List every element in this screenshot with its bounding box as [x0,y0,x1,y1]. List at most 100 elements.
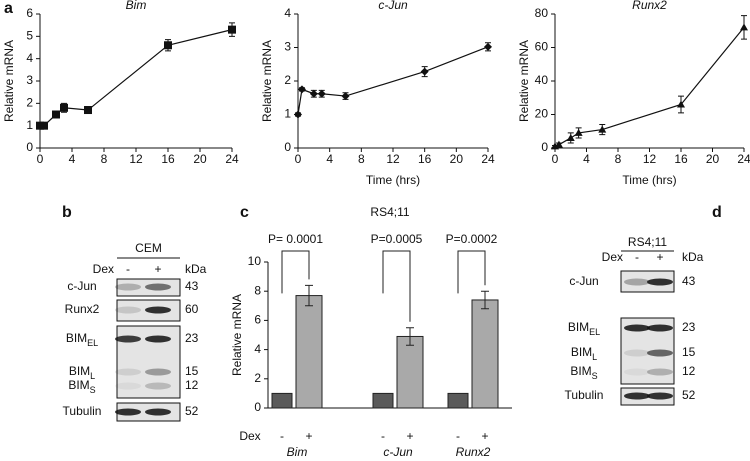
data-line [40,29,233,127]
panel-label: c [240,204,249,221]
band [624,324,650,332]
chart-title: RS4;11 [370,205,409,219]
kda-label: 15 [185,364,199,378]
protein-subscript: EL [589,327,600,337]
protein-subscript: S [592,371,598,381]
y-tick-label: 80 [535,6,549,20]
x-tick-label: 8 [615,152,622,166]
y-tick-label: 0 [26,140,33,154]
unit-label: kDa [185,262,207,276]
unit-label: kDa [682,250,704,264]
y-tick-label: 6 [254,313,261,327]
protein-name: c-Jun [67,279,96,293]
lane-label: + [656,250,663,264]
marker [574,128,583,136]
band [145,283,171,291]
protein-label: c-Jun [67,279,96,293]
y-tick-label: 2 [26,96,33,110]
x-tick-label: Runx2 [456,445,491,459]
treatment-label: Dex [602,250,623,264]
x-tick-label: 12 [129,152,143,166]
y-axis-label: Relative mRNA [230,294,244,376]
bar [447,392,469,409]
error-bar [305,284,313,307]
y-tick-label: 4 [254,342,261,356]
x-tick-label: 0 [295,152,302,166]
protein-label: Runx2 [65,302,100,316]
legend-label: - [280,429,284,443]
protein-label: BIML [571,345,597,362]
marker [598,125,607,133]
marker [554,140,563,148]
marker [740,23,748,31]
kda-label: 12 [682,364,696,378]
x-tick-label: 4 [326,152,333,166]
x-axis-label: Time (hrs) [622,173,676,187]
marker [420,67,429,76]
protein-label: Tubulin [565,388,604,402]
y-tick-label: 60 [535,40,549,54]
band [647,392,673,400]
marker [566,133,575,141]
bar [372,392,394,409]
kda-label: 15 [682,345,696,359]
kda-label: 43 [185,279,199,293]
x-tick-label: 24 [225,152,239,166]
bar [271,392,293,409]
protein-label: BIMEL [66,331,98,348]
protein-name: BIM [69,364,90,378]
x-tick-label: 8 [101,152,108,166]
x-tick-label: 0 [552,152,559,166]
x-tick-label: 12 [386,152,400,166]
band [115,335,141,343]
kda-label: 23 [682,320,696,334]
annotation: P= 0.0001 [268,232,323,246]
protein-subscript: S [90,385,96,395]
x-tick-label: 0 [37,152,44,166]
band [115,306,141,314]
band [624,278,650,286]
x-axis-label: Time (hrs) [366,173,420,187]
protein-label: BIMS [570,364,597,381]
x-tick-label: 20 [450,152,464,166]
kda-label: 52 [185,404,199,418]
protein-name: BIM [68,378,89,392]
y-tick-label: 4 [284,6,291,20]
band [145,306,171,314]
protein-subscript: L [592,352,597,362]
x-tick-label: 24 [737,152,750,166]
kda-label: 43 [682,274,696,288]
x-tick-label: Bim [287,445,308,459]
marker [677,100,685,108]
chart-title: c-Jun [378,0,408,12]
band [115,368,141,376]
band [115,283,141,291]
x-tick-label: 20 [706,152,720,166]
protein-name: c-Jun [569,274,598,288]
lane-label: - [635,250,639,264]
kda-label: 23 [185,331,199,345]
y-tick-label: 10 [248,254,262,268]
error-bar [406,327,414,346]
band [624,349,650,357]
marker [297,85,306,94]
marker [164,41,172,50]
x-tick-label: 4 [69,152,76,166]
y-tick-label: 40 [535,73,549,87]
treatment-label: Dex [93,262,114,276]
y-tick-label: 2 [254,371,261,385]
panel-label: a [4,0,13,17]
band [647,324,673,332]
marker [84,106,92,115]
y-axis-label: Relative mRNA [260,40,274,122]
protein-label: BIMEL [568,320,600,337]
y-axis-label: Relative mRNA [2,40,16,122]
protein-label: BIMS [68,378,95,395]
marker [341,92,350,101]
marker [52,110,60,119]
band [145,382,171,390]
y-tick-label: 0 [284,140,291,154]
y-tick-label: 20 [535,107,549,121]
marker [309,89,318,98]
kda-label: 52 [682,388,696,402]
